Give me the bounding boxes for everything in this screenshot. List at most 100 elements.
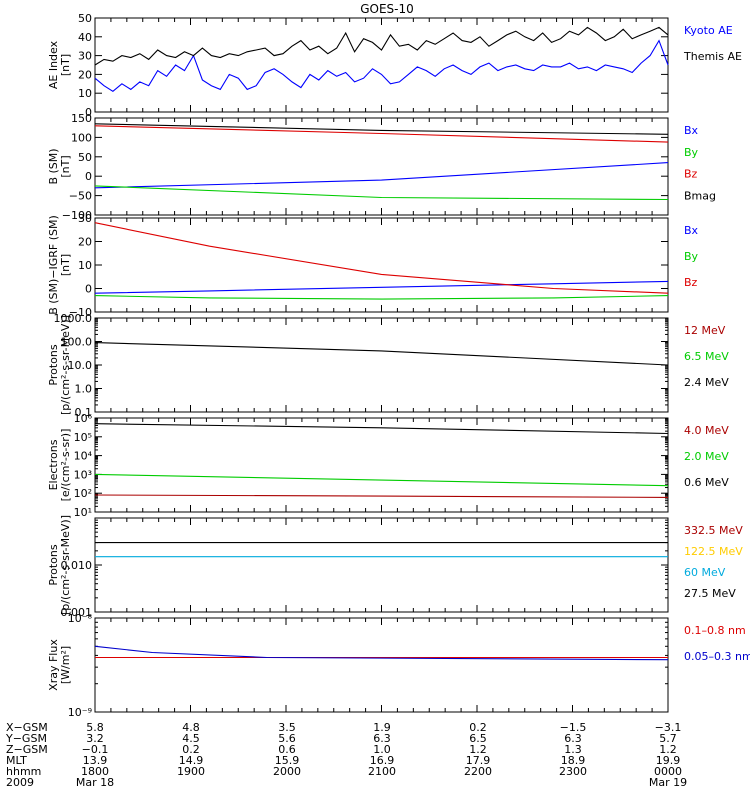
- series-line-4-0-MeV: [94, 494, 669, 498]
- legend-entry: Bz: [684, 168, 698, 181]
- y-axis-label: Xray Flux[W/m²]: [47, 639, 72, 691]
- y-tick-label: −100: [62, 209, 92, 222]
- y-tick-label: 10.0: [68, 359, 93, 372]
- footer-cell: 3.2: [86, 732, 104, 745]
- footer-cell: 1.2: [659, 743, 677, 756]
- footer-cell: 1.0: [373, 743, 391, 756]
- y-tick-label: 150: [71, 112, 92, 125]
- footer-cell: 15.9: [275, 754, 300, 767]
- y-tick-label: 50: [78, 151, 92, 164]
- panel-7: 10⁻⁸ 10⁻⁹ Xray Flux[W/m²] 0.1–0.8 nm 0.05–0.…: [47, 612, 750, 719]
- footer-cell: 1.9: [373, 721, 391, 734]
- footer-cell: 2200: [464, 765, 492, 778]
- y-tick-label: 20: [78, 236, 92, 249]
- y-axis-label-line: B (SM)−IGRF (SM): [47, 215, 60, 315]
- footer-cell: 13.9: [83, 754, 108, 767]
- panel-frame: [94, 117, 669, 216]
- footer-cell: 3.5: [278, 721, 296, 734]
- legend-entry: 6.5 MeV: [684, 350, 729, 363]
- footer-cell: 6.5: [469, 732, 487, 745]
- y-tick-label: 1000.0: [54, 312, 93, 325]
- y-tick-label: 30: [78, 50, 92, 63]
- footer-row-label: Z−GSM: [6, 743, 48, 756]
- y-tick-label: 0: [85, 283, 92, 296]
- y-axis-label-line: [nT]: [59, 155, 72, 177]
- legend-entry: 2.4 MeV: [684, 376, 729, 389]
- legend-entry: 12 MeV: [684, 324, 726, 337]
- y-tick-label: 0.001: [61, 606, 93, 619]
- y-axis-label-line: [nT]: [59, 254, 72, 276]
- footer-row-label: 2009: [6, 776, 34, 789]
- y-axis-label-line: [W/m²]: [59, 646, 72, 684]
- legend-entry: 60 MeV: [684, 566, 726, 579]
- y-axis-label-line: Protons: [47, 344, 60, 385]
- footer-cell: 18.9: [561, 754, 586, 767]
- y-axis-label: Protons[p/(cm²-s-sr-MeV)]: [47, 515, 72, 615]
- footer-cell: 2300: [559, 765, 587, 778]
- y-tick-label: 0.010: [61, 559, 93, 572]
- panel-frame: [94, 317, 669, 413]
- y-tick-label: 10²: [74, 487, 92, 500]
- legend-entry: Bz: [684, 276, 698, 289]
- y-tick-label: −10: [69, 306, 92, 319]
- series-line-Bmag: [94, 123, 669, 135]
- y-tick-label: 10¹: [74, 506, 92, 519]
- footer-cell: 1800: [81, 765, 109, 778]
- footer-cell: 6.3: [373, 732, 391, 745]
- series-line-Bx: [94, 280, 669, 294]
- series-line-0-6-MeV: [94, 423, 669, 435]
- y-axis-label-line: [e/(cm²-s-sr)]: [59, 429, 72, 502]
- series-line-Themis-AE: [94, 26, 669, 66]
- y-axis-label-line: [nT]: [59, 54, 72, 76]
- y-tick-label: 10⁻⁸: [68, 612, 93, 625]
- footer-row-label: MLT: [6, 754, 27, 767]
- footer-cell: 0.6: [278, 743, 296, 756]
- y-tick-label: 10⁴: [74, 450, 93, 463]
- y-tick-label: 10⁵: [74, 431, 92, 444]
- footer-cell: 0.2: [469, 721, 487, 734]
- footer-cell: 16.9: [370, 754, 395, 767]
- y-tick-label: 30: [78, 212, 92, 225]
- footer-cell: 1900: [177, 765, 205, 778]
- footer-row-label: Y−GSM: [5, 732, 47, 745]
- y-axis-label-line: AE Index: [47, 40, 60, 89]
- y-axis-label-line: [p/(cm²-s-sr-MeV)]: [59, 515, 72, 615]
- footer-cell: Mar 19: [649, 776, 687, 789]
- y-tick-label: 10⁻⁹: [68, 706, 92, 719]
- y-tick-label: 100.0: [61, 336, 93, 349]
- footer-cell: 4.8: [182, 721, 200, 734]
- legend-entry: 27.5 MeV: [684, 587, 736, 600]
- panel-2: −100 −50 0 50 100 150 B (SM)[nT] Bx By Bz Bmag: [47, 112, 716, 222]
- footer-cell: Mar 18: [76, 776, 114, 789]
- legend-entry: 0.6 MeV: [684, 476, 729, 489]
- series-line-2-0-MeV: [94, 473, 669, 487]
- y-tick-label: 100: [71, 131, 92, 144]
- series-line-Bx: [94, 162, 669, 189]
- y-tick-label: −50: [69, 190, 92, 203]
- y-tick-label: 10³: [74, 468, 92, 481]
- legend-entry: Themis AE: [683, 50, 742, 63]
- panel-frame: [94, 517, 669, 613]
- legend-entry: By: [684, 146, 699, 159]
- footer-cell: 2100: [368, 765, 396, 778]
- y-axis-label-line: Xray Flux: [47, 639, 60, 691]
- footer-cell: 1.2: [469, 743, 487, 756]
- y-tick-label: 10⁶: [74, 412, 93, 425]
- footer-cell: −1.5: [560, 721, 587, 734]
- series-line-By: [94, 295, 669, 300]
- legend-entry: Bx: [684, 124, 699, 137]
- footer-cell: −0.1: [82, 743, 109, 756]
- y-tick-label: 50: [78, 12, 92, 25]
- footer-cell: 4.5: [182, 732, 200, 745]
- legend-entry: 332.5 MeV: [684, 524, 743, 537]
- legend-entry: 122.5 MeV: [684, 545, 743, 558]
- footer-cell: 5.6: [278, 732, 296, 745]
- figure-title: GOES-10: [360, 2, 414, 16]
- y-tick-label: 1.0: [75, 383, 93, 396]
- y-axis-label: AE Index[nT]: [47, 40, 72, 89]
- footer-cell: 1.3: [564, 743, 582, 756]
- footer-cell: 2000: [273, 765, 301, 778]
- y-axis-label-line: Electrons: [47, 439, 60, 490]
